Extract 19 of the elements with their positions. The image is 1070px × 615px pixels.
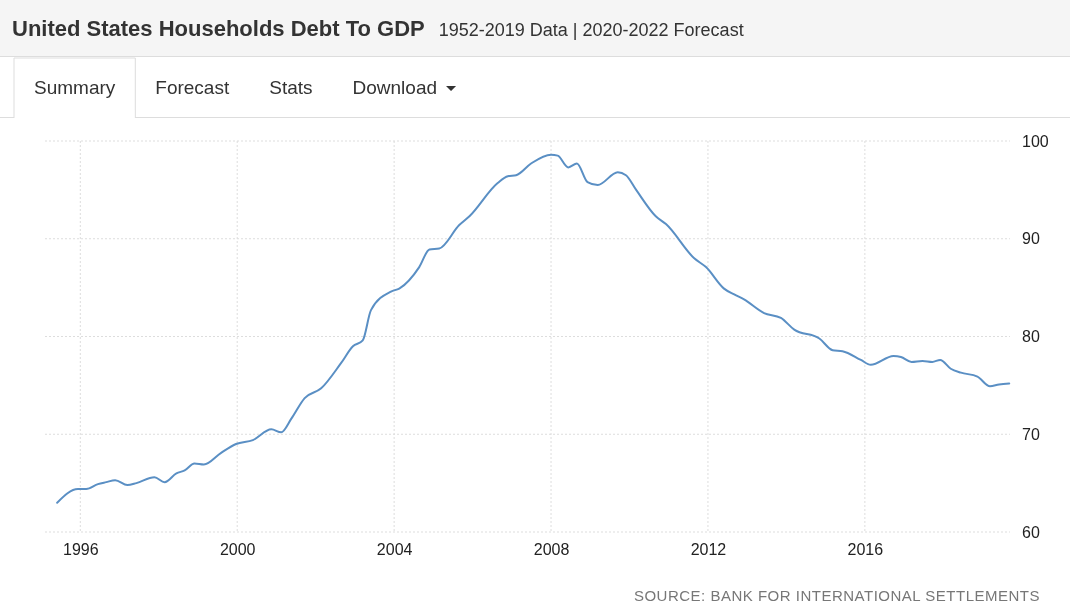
chart-subtitle: 1952-2019 Data | 2020-2022 Forecast [438,20,744,40]
x-tick-label: 2004 [376,541,413,559]
text: Summary [34,77,116,98]
x-tick-label: 1996 [63,541,99,559]
text: Forecast [155,77,230,98]
x-tick-label: 2008 [533,541,570,559]
x-tick-label: 2016 [847,541,884,559]
text: Stats [269,77,313,98]
y-tick-label: 70 [1022,425,1040,443]
x-tick-label: 2000 [219,541,256,559]
text: Download [352,77,438,98]
x-tick-label: 2012 [690,541,727,559]
chart-title: United States Households Debt To GDP [12,16,425,41]
y-tick-label: 80 [1022,328,1040,346]
source-note: SOURCE: BANK FOR INTERNATIONAL SETTLEMENTS [633,587,1040,604]
line-series [56,153,1011,504]
y-tick-label: 60 [1022,523,1040,541]
y-tick-label: 90 [1022,230,1040,248]
y-tick-label: 100 [1022,132,1049,150]
